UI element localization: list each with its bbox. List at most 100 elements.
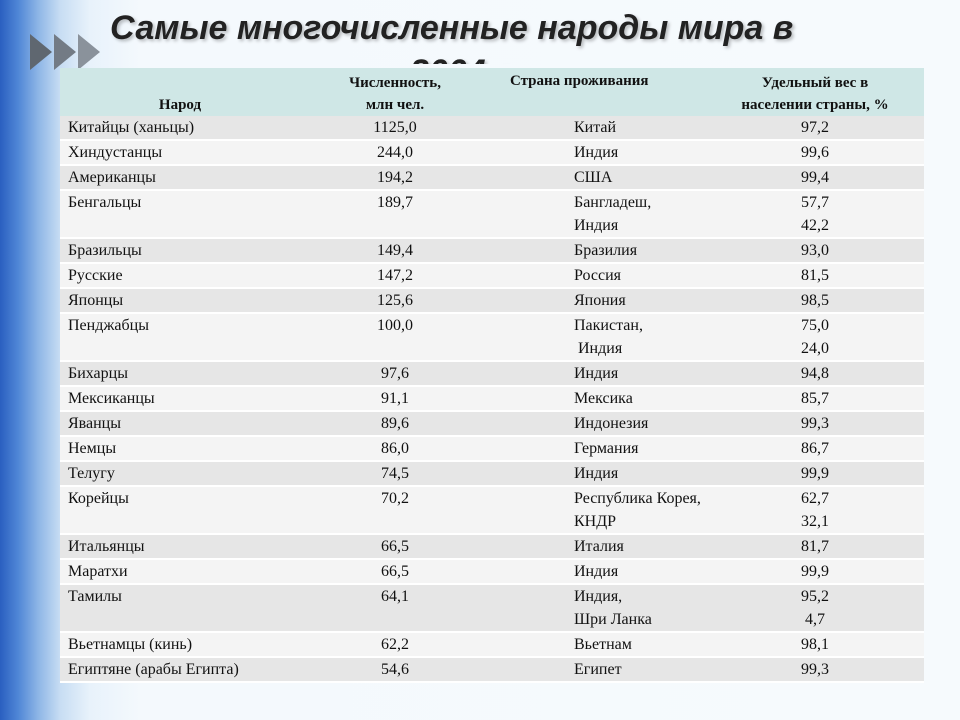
cell-share: 99,3 xyxy=(706,411,924,437)
table-header: Народ Численность, млн чел. Страна прожи… xyxy=(60,68,924,116)
cell-country: Республика Корея, КНДР xyxy=(490,486,706,535)
country-name: Шри Ланка xyxy=(574,611,652,628)
country-name: Республика Корея, xyxy=(574,490,701,507)
table-row: Корейцы 70,2 Республика Корея, КНДР 62,7 32,1 xyxy=(60,486,924,535)
share-value: 99,6 xyxy=(801,144,829,161)
slide-title: Самые многочисленные народы мира в 2004 … xyxy=(110,6,930,64)
cell-population: 74,5 xyxy=(300,461,490,487)
cell-share: 97,2 xyxy=(706,116,924,141)
country-name: Индия xyxy=(574,340,623,357)
cell-population: 125,6 xyxy=(300,288,490,314)
country-name: Италия xyxy=(574,538,624,555)
cell-people: Вьетнамцы (кинь) xyxy=(60,632,300,658)
cell-population: 100,0 xyxy=(300,313,490,362)
share-value: 99,3 xyxy=(801,661,829,678)
cell-share: 95,2 4,7 xyxy=(706,584,924,633)
country-name: Мексика xyxy=(574,390,633,407)
table-row: Яванцы 89,6 Индонезия 99,3 xyxy=(60,411,924,437)
country-name: США xyxy=(574,169,613,186)
header-share: Удельный вес в населении страны, % xyxy=(706,68,924,116)
share-value: 81,5 xyxy=(801,267,829,284)
cell-country: Египет xyxy=(490,657,706,683)
cell-population: 91,1 xyxy=(300,386,490,412)
cell-population: 149,4 xyxy=(300,238,490,264)
share-value: 99,9 xyxy=(801,465,829,482)
cell-people: Бразильцы xyxy=(60,238,300,264)
cell-people: Русские xyxy=(60,263,300,289)
share-value: 94,8 xyxy=(801,365,829,382)
cell-population: 86,0 xyxy=(300,436,490,462)
cell-country: Вьетнам xyxy=(490,632,706,658)
header-population-line2: млн чел. xyxy=(365,97,425,113)
country-name: Китай xyxy=(574,119,617,136)
cell-country: Германия xyxy=(490,436,706,462)
header-people: Народ xyxy=(60,68,300,116)
cell-people: Пенджабцы xyxy=(60,313,300,362)
cell-people: Бенгальцы xyxy=(60,190,300,239)
cell-population: 1125,0 xyxy=(300,116,490,141)
cell-share: 99,9 xyxy=(706,559,924,585)
share-value: 98,5 xyxy=(801,292,829,309)
country-name: Бразилия xyxy=(574,242,638,259)
share-value: 32,1 xyxy=(801,513,829,530)
cell-share: 81,7 xyxy=(706,534,924,560)
country-name: Япония xyxy=(574,292,626,309)
cell-people: Телугу xyxy=(60,461,300,487)
header-country: Страна проживания xyxy=(490,68,706,116)
table-row: Мексиканцы 91,1 Мексика 85,7 xyxy=(60,386,924,412)
share-value: 93,0 xyxy=(801,242,829,259)
cell-people: Яванцы xyxy=(60,411,300,437)
cell-country: Пакистан, Индия xyxy=(490,313,706,362)
country-name: Индонезия xyxy=(574,415,649,432)
table-row: Бенгальцы 189,7 Бангладеш, Индия 57,7 42,2 xyxy=(60,190,924,239)
cell-country: Индия, Шри Ланка xyxy=(490,584,706,633)
cell-share: 99,3 xyxy=(706,657,924,683)
arrow-icon xyxy=(54,34,76,70)
table-row: Вьетнамцы (кинь) 62,2 Вьетнам 98,1 xyxy=(60,632,924,658)
cell-share: 98,5 xyxy=(706,288,924,314)
share-value: 24,0 xyxy=(801,340,829,357)
cell-share: 98,1 xyxy=(706,632,924,658)
cell-population: 70,2 xyxy=(300,486,490,535)
table-row: Пенджабцы 100,0 Пакистан, Индия 75,0 24,0 xyxy=(60,313,924,362)
peoples-table: Народ Численность, млн чел. Страна прожи… xyxy=(60,68,924,683)
share-value: 85,7 xyxy=(801,390,829,407)
country-name: Германия xyxy=(574,440,639,457)
country-name: Индия xyxy=(574,144,619,161)
cell-country: Индия xyxy=(490,140,706,166)
cell-country: Россия xyxy=(490,263,706,289)
cell-country: Япония xyxy=(490,288,706,314)
nav-arrows xyxy=(30,34,100,70)
cell-share: 94,8 xyxy=(706,361,924,387)
table-row: Итальянцы 66,5 Италия 81,7 xyxy=(60,534,924,560)
share-value: 86,7 xyxy=(801,440,829,457)
cell-population: 64,1 xyxy=(300,584,490,633)
country-name: Индия xyxy=(574,563,619,580)
share-value: 57,7 xyxy=(801,194,829,211)
cell-share: 99,4 xyxy=(706,165,924,191)
cell-people: Корейцы xyxy=(60,486,300,535)
cell-population: 244,0 xyxy=(300,140,490,166)
arrow-icon xyxy=(30,34,52,70)
cell-people: Немцы xyxy=(60,436,300,462)
cell-share: 99,6 xyxy=(706,140,924,166)
table-row: Египтяне (арабы Египта) 54,6 Египет 99,3 xyxy=(60,657,924,683)
cell-people: Хиндустанцы xyxy=(60,140,300,166)
title-line-1: Самые многочисленные народы мира в xyxy=(110,9,794,47)
country-name: Индия xyxy=(574,365,619,382)
cell-population: 54,6 xyxy=(300,657,490,683)
share-value: 99,4 xyxy=(801,169,829,186)
header-share-line2: населении страны, % xyxy=(741,97,889,113)
cell-country: Индия xyxy=(490,559,706,585)
share-value: 98,1 xyxy=(801,636,829,653)
cell-people: Мексиканцы xyxy=(60,386,300,412)
header-population-line1: Численность, xyxy=(349,75,441,91)
country-name: Россия xyxy=(574,267,622,284)
cell-people: Итальянцы xyxy=(60,534,300,560)
cell-people: Египтяне (арабы Египта) xyxy=(60,657,300,683)
cell-share: 85,7 xyxy=(706,386,924,412)
country-name: Индия xyxy=(574,465,619,482)
cell-share: 93,0 xyxy=(706,238,924,264)
cell-share: 75,0 24,0 xyxy=(706,313,924,362)
share-value: 99,3 xyxy=(801,415,829,432)
